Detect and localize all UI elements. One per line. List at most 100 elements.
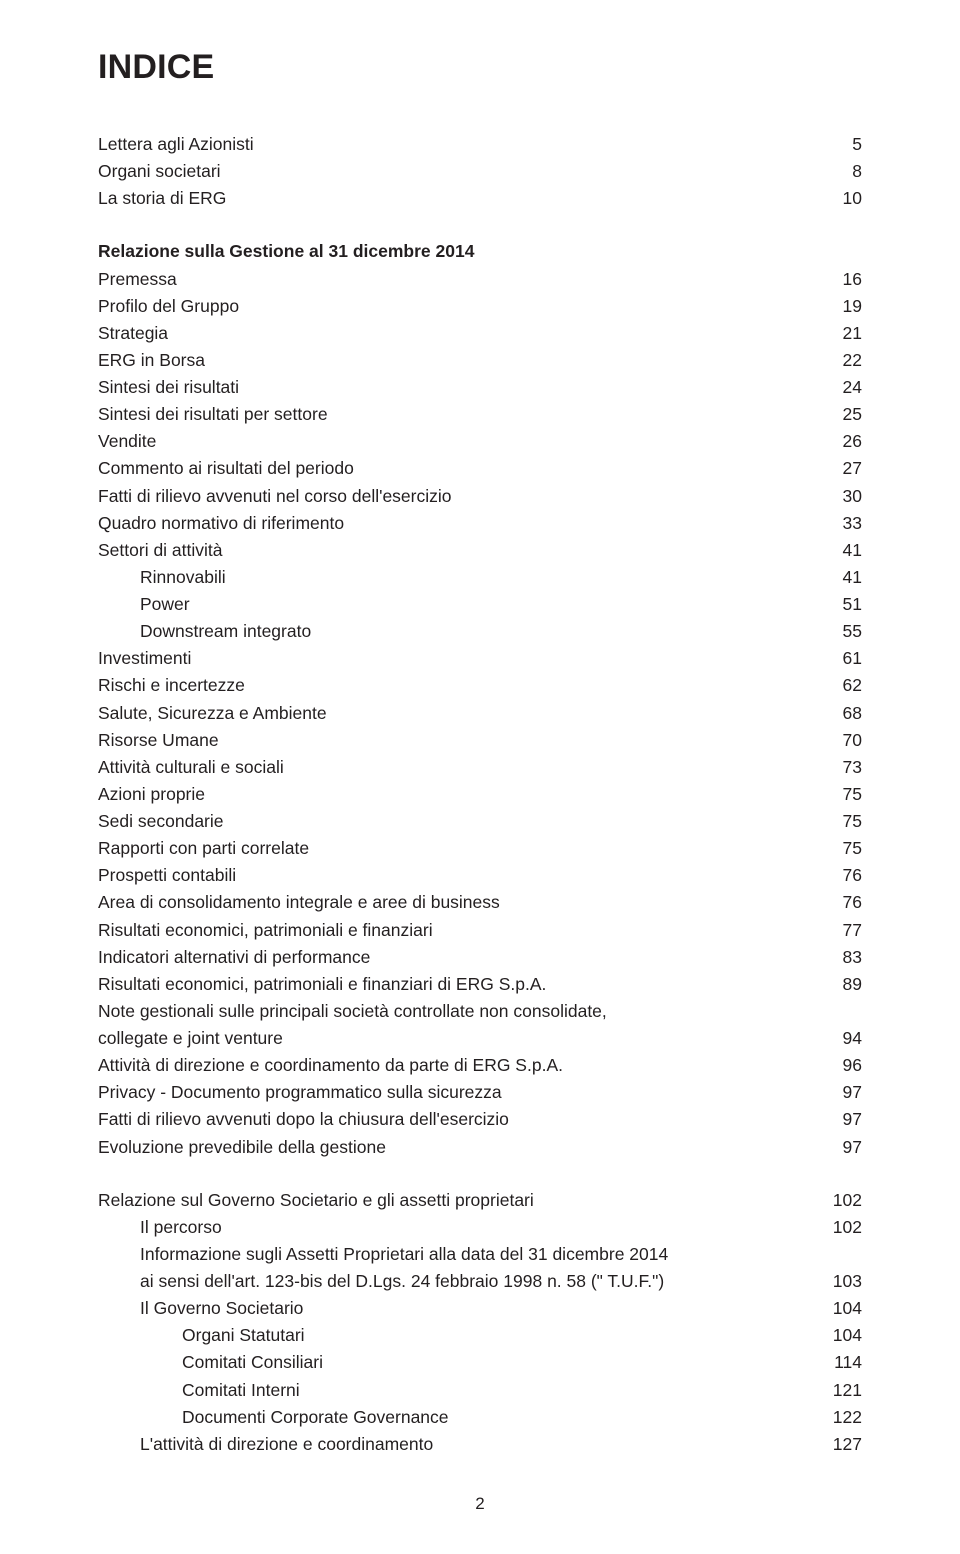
toc-row: Comitati Interni121: [98, 1377, 862, 1404]
toc-row: Fatti di rilievo avvenuti dopo la chiusu…: [98, 1106, 862, 1133]
toc-row-label: La storia di ERG: [98, 185, 818, 212]
toc-row-label: Privacy - Documento programmatico sulla …: [98, 1079, 818, 1106]
toc-row-label: Sintesi dei risultati per settore: [98, 401, 818, 428]
toc-row: Evoluzione prevedibile della gestione97: [98, 1134, 862, 1161]
toc-row: Rinnovabili41: [98, 564, 862, 591]
toc-row-label: Il Governo Societario: [140, 1295, 818, 1322]
toc-row: Relazione sulla Gestione al 31 dicembre …: [98, 238, 862, 265]
toc-row-page: 68: [818, 700, 862, 727]
toc-row-page: 22: [818, 347, 862, 374]
toc-row-label: Organi societari: [98, 158, 818, 185]
toc-row-label: Investimenti: [98, 645, 818, 672]
toc-row-page: 73: [818, 754, 862, 781]
toc-row-label: Area di consolidamento integrale e aree …: [98, 889, 818, 916]
toc-row: Risultati economici, patrimoniali e fina…: [98, 971, 862, 998]
toc-row-label: Premessa: [98, 266, 818, 293]
toc-row: ai sensi dell'art. 123-bis del D.Lgs. 24…: [98, 1268, 862, 1295]
toc-row-label: Commento ai risultati del periodo: [98, 455, 818, 482]
toc-row-page: 62: [818, 672, 862, 699]
toc-row: Downstream integrato55: [98, 618, 862, 645]
toc-row: Privacy - Documento programmatico sulla …: [98, 1079, 862, 1106]
page: INDICE Lettera agli Azionisti5Organi soc…: [0, 0, 960, 1554]
toc-row: Sintesi dei risultati per settore25: [98, 401, 862, 428]
toc-row-label: Settori di attività: [98, 537, 818, 564]
toc-row: collegate e joint venture94: [98, 1025, 862, 1052]
toc-row-page: 75: [818, 781, 862, 808]
toc-row: Risultati economici, patrimoniali e fina…: [98, 917, 862, 944]
toc-row-page: 127: [818, 1431, 862, 1458]
toc-row-page: 25: [818, 401, 862, 428]
toc-row: Quadro normativo di riferimento33: [98, 510, 862, 537]
toc-row: Premessa16: [98, 266, 862, 293]
toc-row: Fatti di rilievo avvenuti nel corso dell…: [98, 483, 862, 510]
toc-row-label: Comitati Consiliari: [182, 1349, 818, 1376]
toc-row-label: Sedi secondarie: [98, 808, 818, 835]
toc-row-label: ai sensi dell'art. 123-bis del D.Lgs. 24…: [140, 1268, 818, 1295]
toc-row: Documenti Corporate Governance122: [98, 1404, 862, 1431]
toc-row-page: 33: [818, 510, 862, 537]
toc-row-page: 89: [818, 971, 862, 998]
toc-row-page: 97: [818, 1106, 862, 1133]
toc-row-label: Power: [140, 591, 818, 618]
toc-row: L'attività di direzione e coordinamento1…: [98, 1431, 862, 1458]
toc-row-label: Risultati economici, patrimoniali e fina…: [98, 917, 818, 944]
toc-row-label: Attività di direzione e coordinamento da…: [98, 1052, 818, 1079]
toc-row: Prospetti contabili76: [98, 862, 862, 889]
toc-row-label: Sintesi dei risultati: [98, 374, 818, 401]
toc-row: Risorse Umane70: [98, 727, 862, 754]
toc-row: Attività culturali e sociali73: [98, 754, 862, 781]
toc-row-page: 97: [818, 1079, 862, 1106]
toc-row-page: 19: [818, 293, 862, 320]
toc-row-label: Risultati economici, patrimoniali e fina…: [98, 971, 818, 998]
toc-row: Investimenti61: [98, 645, 862, 672]
toc-row: Informazione sugli Assetti Proprietari a…: [98, 1241, 862, 1268]
toc-row-page: 122: [818, 1404, 862, 1431]
toc-row: Rischi e incertezze62: [98, 672, 862, 699]
toc-row-label: Note gestionali sulle principali società…: [98, 998, 818, 1025]
toc-row: La storia di ERG10: [98, 185, 862, 212]
toc-gap: [98, 212, 862, 238]
toc-row-page: 83: [818, 944, 862, 971]
toc-row-label: Prospetti contabili: [98, 862, 818, 889]
toc-row-label: Evoluzione prevedibile della gestione: [98, 1134, 818, 1161]
toc-row-label: ERG in Borsa: [98, 347, 818, 374]
toc-row-page: 51: [818, 591, 862, 618]
toc-row-label: collegate e joint venture: [98, 1025, 818, 1052]
toc-row-label: Organi Statutari: [182, 1322, 818, 1349]
toc-row: Sedi secondarie75: [98, 808, 862, 835]
toc-row: Settori di attività41: [98, 537, 862, 564]
toc-row-label: Vendite: [98, 428, 818, 455]
toc-row: Il percorso102: [98, 1214, 862, 1241]
toc-row-label: Attività culturali e sociali: [98, 754, 818, 781]
toc-row-label: Lettera agli Azionisti: [98, 131, 818, 158]
toc-row-page: 76: [818, 862, 862, 889]
toc-row: Comitati Consiliari114: [98, 1349, 862, 1376]
toc-row-page: 27: [818, 455, 862, 482]
toc-row: ERG in Borsa22: [98, 347, 862, 374]
toc-row-page: 102: [818, 1187, 862, 1214]
toc-row-page: 77: [818, 917, 862, 944]
toc-row: Sintesi dei risultati24: [98, 374, 862, 401]
toc-row-label: Profilo del Gruppo: [98, 293, 818, 320]
toc-row-page: 8: [818, 158, 862, 185]
toc-row-label: Risorse Umane: [98, 727, 818, 754]
toc-row: Area di consolidamento integrale e aree …: [98, 889, 862, 916]
toc-row: Commento ai risultati del periodo27: [98, 455, 862, 482]
toc-row-page: 55: [818, 618, 862, 645]
toc-row-label: Fatti di rilievo avvenuti nel corso dell…: [98, 483, 818, 510]
toc-row-label: Azioni proprie: [98, 781, 818, 808]
toc-row-label: Quadro normativo di riferimento: [98, 510, 818, 537]
toc-row: Organi Statutari104: [98, 1322, 862, 1349]
toc-list: Lettera agli Azionisti5Organi societari8…: [98, 131, 862, 1458]
toc-row-page: 96: [818, 1052, 862, 1079]
toc-row: Lettera agli Azionisti5: [98, 131, 862, 158]
toc-row-page: 103: [818, 1268, 862, 1295]
toc-title: INDICE: [98, 48, 862, 87]
toc-row: Power51: [98, 591, 862, 618]
toc-row-page: 76: [818, 889, 862, 916]
toc-gap: [98, 1161, 862, 1187]
toc-row-label: Comitati Interni: [182, 1377, 818, 1404]
toc-row: Salute, Sicurezza e Ambiente68: [98, 700, 862, 727]
toc-row: Attività di direzione e coordinamento da…: [98, 1052, 862, 1079]
toc-row-page: 21: [818, 320, 862, 347]
